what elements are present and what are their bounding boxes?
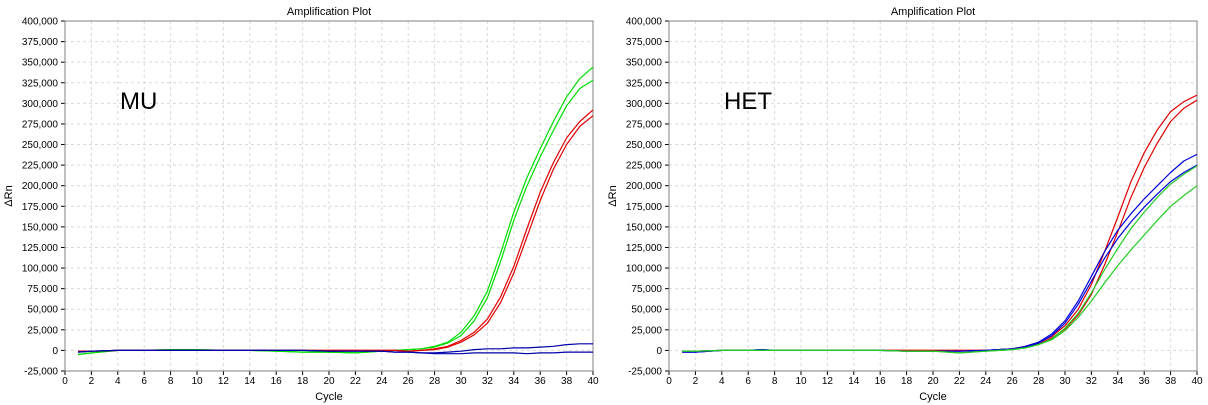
y-tick-label: 300,000 (626, 99, 663, 110)
x-tick-label: 2 (693, 376, 699, 387)
x-tick-label: 22 (954, 376, 966, 387)
amplification-plot-het: -25,000 0 25,000 50,000 75,000 100,000 125,000… (604, 0, 1208, 405)
x-tick-label: 12 (822, 376, 834, 387)
y-tick-label: 50,000 (631, 305, 662, 316)
x-tick-label: 20 (927, 376, 939, 387)
x-tick-label: 6 (141, 376, 147, 387)
y-axis-label: ΔRn (3, 185, 15, 206)
x-tick-label: 0 (62, 376, 68, 387)
series-line-6 (78, 349, 593, 355)
y-tick-label: 25,000 (631, 325, 662, 336)
x-tick-label: 18 (901, 376, 913, 387)
y-tick-label: 275,000 (626, 119, 663, 130)
x-tick-label: 30 (1059, 376, 1071, 387)
x-tick-label: 16 (875, 376, 887, 387)
x-tick-label: 40 (1191, 376, 1203, 387)
amplification-plot-mu: -25,000 0 25,000 50,000 75,000 100,000 125,000… (3, 6, 599, 403)
x-tick-label: 28 (429, 376, 441, 387)
x-tick-label: 36 (1139, 376, 1151, 387)
y-tick-label: 350,000 (626, 58, 663, 69)
y-tick-label: 0 (52, 346, 58, 357)
x-tick-label: 30 (455, 376, 467, 387)
x-tick-label: 0 (666, 376, 672, 387)
y-tick-label: 375,000 (626, 37, 663, 48)
x-tick-label: 38 (561, 376, 573, 387)
x-tick-label: 8 (168, 376, 174, 387)
y-tick-label: 50,000 (27, 305, 58, 316)
y-tick-label: 125,000 (22, 243, 59, 254)
y-tick-label: 75,000 (631, 284, 662, 295)
y-tick-label: 125,000 (626, 243, 663, 254)
y-tick-label: 150,000 (626, 222, 663, 233)
y-tick-label: 25,000 (27, 325, 58, 336)
genotype-label: MU (120, 88, 157, 115)
x-tick-label: 26 (1007, 376, 1019, 387)
x-tick-label: 24 (980, 376, 992, 387)
y-tick-label: 350,000 (22, 58, 59, 69)
y-tick-label: 325,000 (626, 78, 663, 89)
x-tick-label: 28 (1033, 376, 1045, 387)
plot-border (64, 20, 594, 372)
y-tick-label: 400,000 (22, 17, 59, 28)
x-tick-label: 10 (795, 376, 807, 387)
chart-svg-het: -25,000 0 25,000 50,000 75,000 100,000 125,000… (607, 6, 1203, 403)
x-tick-label: 32 (482, 376, 494, 387)
y-tick-label: 100,000 (22, 264, 59, 275)
plot-border (668, 20, 1198, 372)
y-tick-label: 250,000 (22, 140, 59, 151)
x-tick-label: 18 (297, 376, 309, 387)
x-tick-label: 4 (115, 376, 121, 387)
x-tick-label: 40 (587, 376, 599, 387)
x-tick-label: 14 (244, 376, 256, 387)
x-axis-label: Cycle (919, 391, 947, 403)
x-axis-label: Cycle (315, 391, 343, 403)
y-tick-label: 200,000 (626, 181, 663, 192)
series-line-6 (682, 185, 1198, 354)
y-tick-label: 150,000 (22, 222, 59, 233)
series-line-2 (78, 79, 594, 356)
y-axis-label: ΔRn (607, 185, 619, 206)
chart-title: Amplification Plot (891, 6, 975, 18)
x-tick-label: 36 (535, 376, 547, 387)
x-tick-label: 26 (403, 376, 415, 387)
y-tick-label: 225,000 (626, 161, 663, 172)
y-tick-label: 275,000 (22, 119, 59, 130)
y-tick-label: 175,000 (22, 202, 59, 213)
y-tick-label: 250,000 (626, 140, 663, 151)
y-tick-label: -25,000 (24, 367, 58, 378)
y-tick-label: 400,000 (626, 17, 663, 28)
genotype-label: HET (724, 88, 772, 115)
chart-svg-mu: -25,000 0 25,000 50,000 75,000 100,000 125,000… (3, 6, 599, 403)
y-tick-label: 75,000 (27, 284, 58, 295)
x-tick-label: 14 (848, 376, 860, 387)
y-tick-label: 200,000 (22, 181, 59, 192)
x-tick-label: 24 (376, 376, 388, 387)
y-tick-label: 225,000 (22, 161, 59, 172)
x-tick-label: 34 (508, 376, 520, 387)
x-tick-label: 8 (772, 376, 778, 387)
y-tick-label: -25,000 (628, 367, 662, 378)
x-tick-label: 4 (719, 376, 725, 387)
x-tick-label: 2 (89, 376, 95, 387)
x-tick-label: 34 (1112, 376, 1124, 387)
y-tick-label: 100,000 (626, 264, 663, 275)
x-tick-label: 32 (1086, 376, 1098, 387)
chart-title: Amplification Plot (287, 6, 371, 18)
y-tick-label: 375,000 (22, 37, 59, 48)
y-tick-label: 175,000 (626, 202, 663, 213)
y-tick-label: 325,000 (22, 78, 59, 89)
x-tick-label: 38 (1165, 376, 1177, 387)
x-tick-label: 12 (218, 376, 230, 387)
y-tick-label: 0 (656, 346, 662, 357)
y-tick-label: 300,000 (22, 99, 59, 110)
x-tick-label: 22 (350, 376, 362, 387)
x-tick-label: 20 (323, 376, 335, 387)
x-tick-label: 10 (191, 376, 203, 387)
x-tick-label: 16 (271, 376, 283, 387)
x-tick-label: 6 (745, 376, 751, 387)
